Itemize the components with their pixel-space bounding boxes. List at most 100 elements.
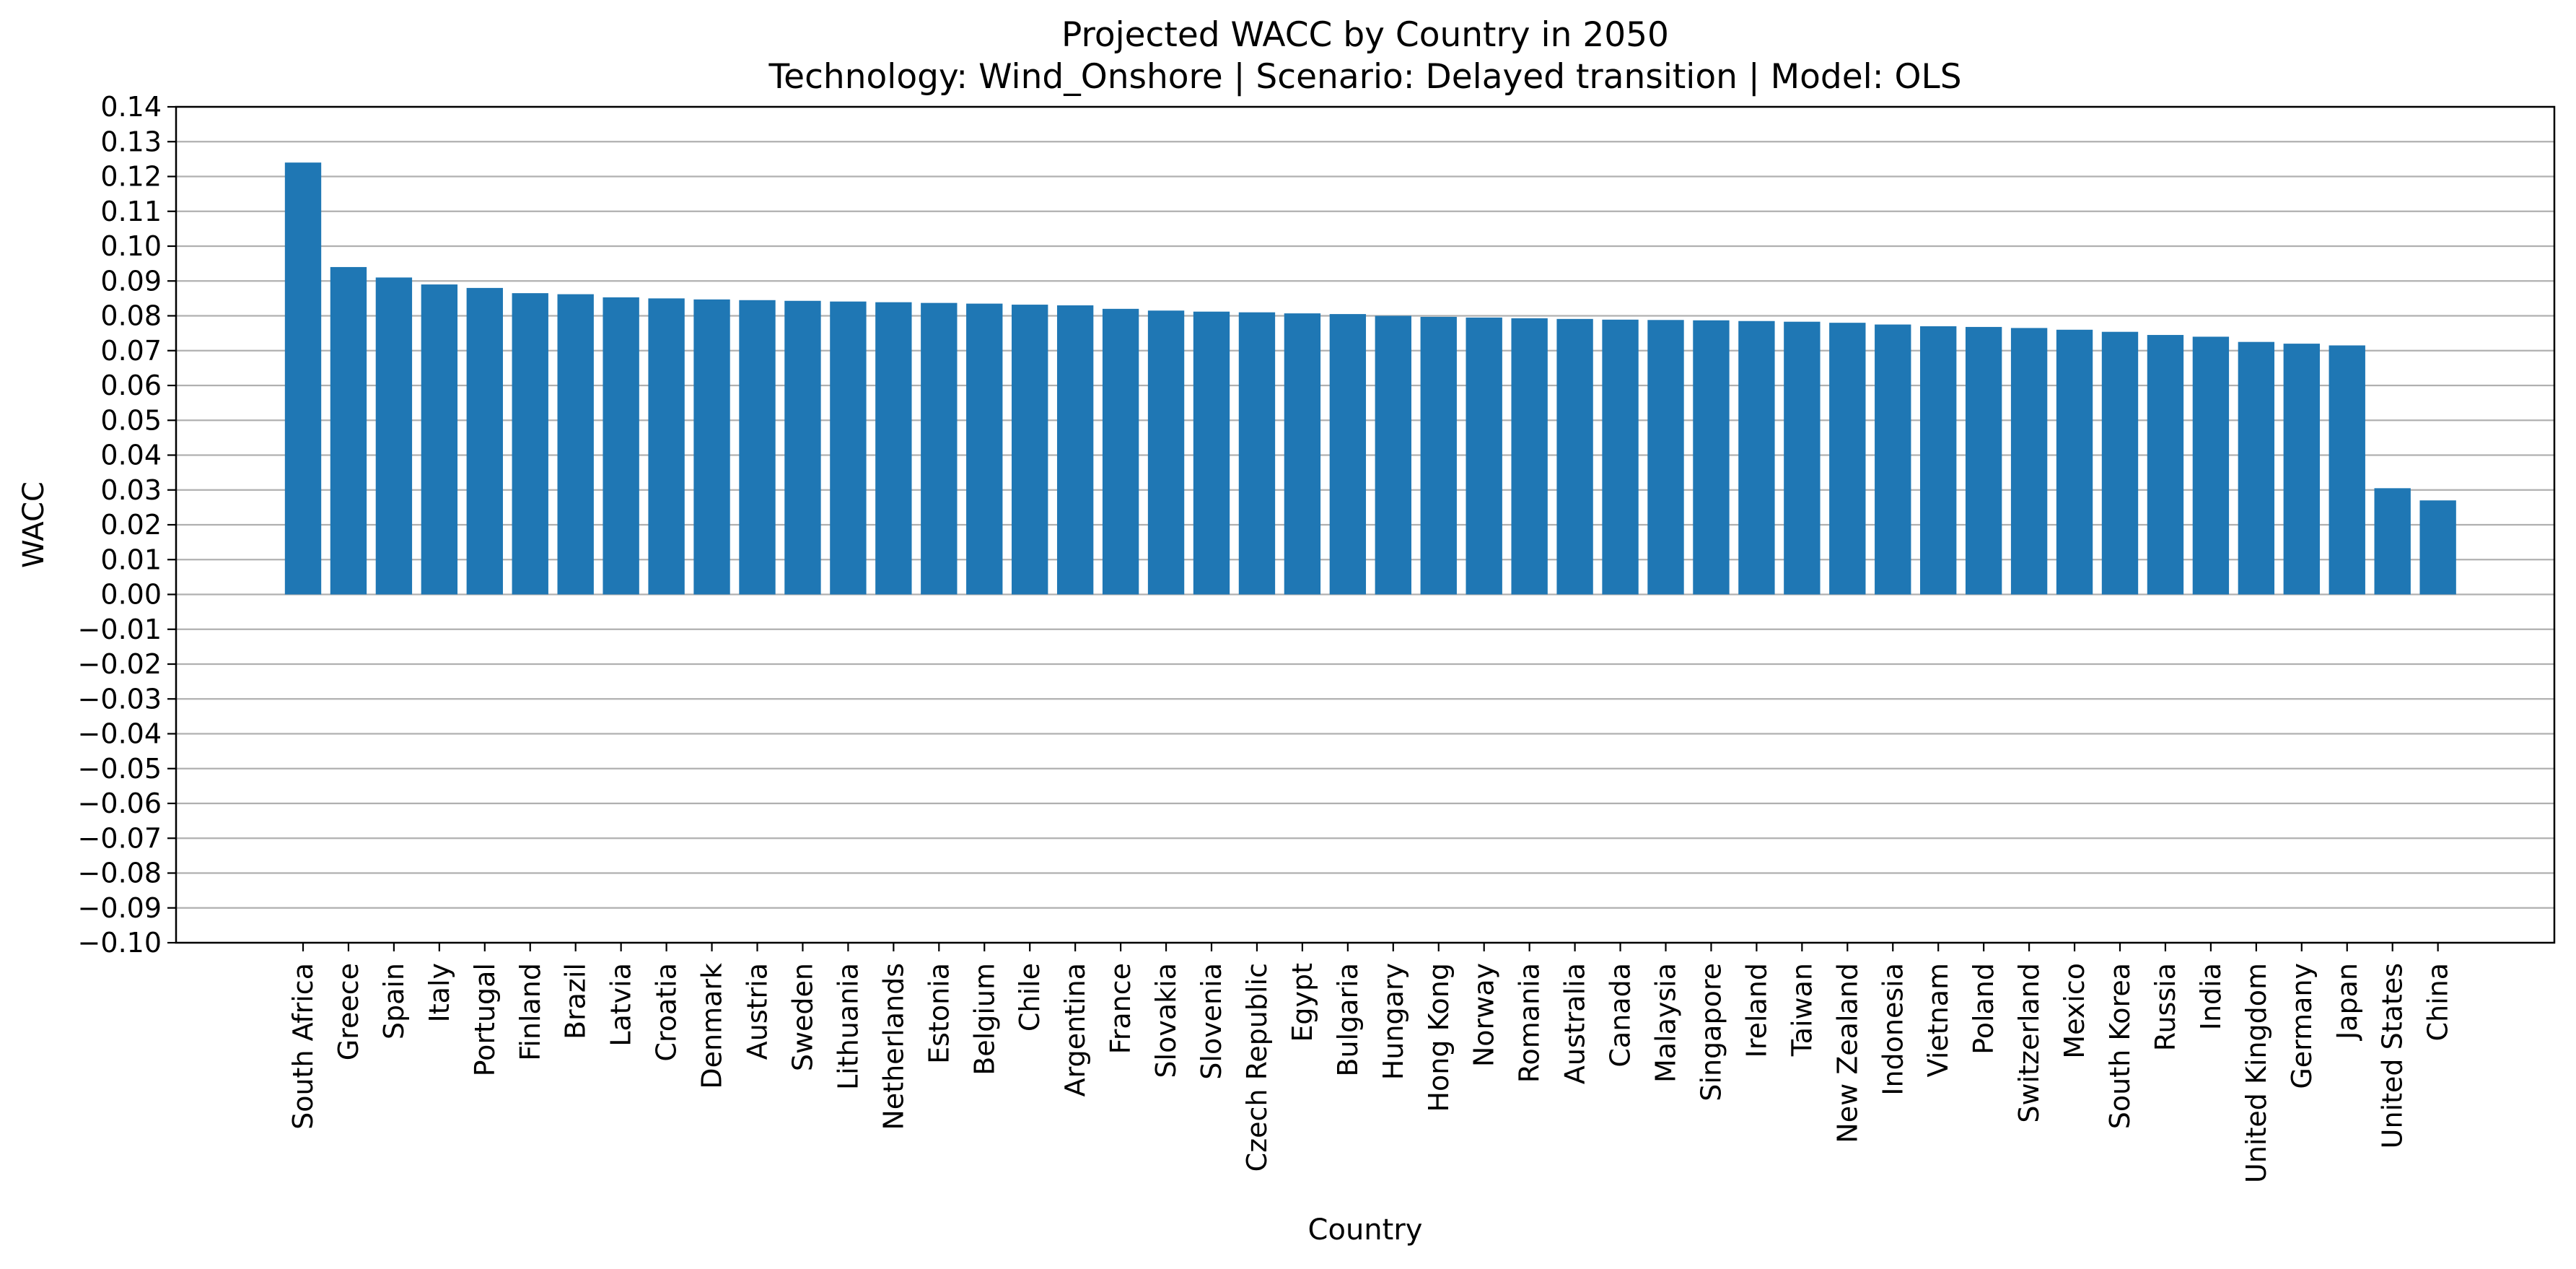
x-tick-label: Australia bbox=[1559, 963, 1591, 1084]
bar bbox=[512, 293, 548, 595]
x-tick-label: Canada bbox=[1605, 963, 1637, 1068]
bar bbox=[921, 302, 958, 595]
bar bbox=[1875, 324, 1911, 595]
bar bbox=[648, 298, 685, 595]
y-tick-label: −0.04 bbox=[78, 718, 162, 750]
x-tick-label: France bbox=[1105, 963, 1136, 1054]
y-tick-label: 0.04 bbox=[100, 440, 162, 471]
bar bbox=[1284, 313, 1321, 595]
y-tick-label: −0.06 bbox=[78, 788, 162, 819]
x-tick-label: Belgium bbox=[968, 963, 1000, 1076]
y-tick-label: −0.07 bbox=[78, 822, 162, 854]
bar bbox=[2419, 500, 2456, 595]
x-tick-label: Indonesia bbox=[1877, 963, 1909, 1096]
bar bbox=[1556, 318, 1593, 595]
bar bbox=[2192, 336, 2230, 595]
bar bbox=[875, 302, 912, 595]
chart-subtitle: Technology: Wind_Onshore | Scenario: Del… bbox=[768, 57, 1961, 97]
bar bbox=[557, 294, 594, 595]
x-tick-label: United States bbox=[2377, 963, 2409, 1148]
y-axis-ticks: 0.140.13 0.120.110.100.090.080.070.060.05… bbox=[78, 91, 176, 959]
x-tick-label: Finland bbox=[514, 963, 546, 1061]
y-tick-label: −0.08 bbox=[78, 858, 162, 889]
x-tick-label: South Korea bbox=[2104, 963, 2136, 1129]
bar bbox=[1647, 320, 1684, 595]
bar bbox=[1329, 314, 1367, 595]
y-tick-label: 0.10 bbox=[100, 230, 162, 262]
bar bbox=[1193, 311, 1230, 595]
y-tick-label: −0.10 bbox=[78, 927, 162, 959]
bar bbox=[1420, 316, 1457, 595]
y-tick-label: −0.05 bbox=[78, 753, 162, 785]
y-tick-label: 0.11 bbox=[100, 196, 162, 227]
x-tick-label: Switzerland bbox=[2013, 963, 2045, 1123]
y-tick-label: 0.14 bbox=[100, 91, 162, 123]
y-tick-label: 0.09 bbox=[100, 265, 162, 297]
bar bbox=[2238, 341, 2275, 595]
bar bbox=[784, 300, 821, 595]
x-tick-label: Sweden bbox=[787, 963, 818, 1071]
y-tick-label: 0.01 bbox=[100, 544, 162, 575]
bar bbox=[421, 284, 458, 595]
bar bbox=[2010, 328, 2048, 595]
y-tick-label: −0.02 bbox=[78, 648, 162, 680]
x-tick-label: Lithuania bbox=[832, 963, 864, 1090]
y-tick-label: −0.01 bbox=[78, 614, 162, 645]
bar bbox=[1056, 305, 1094, 595]
bar bbox=[1147, 310, 1185, 595]
bar bbox=[375, 277, 413, 595]
bars bbox=[284, 162, 2456, 595]
x-tick-label: Spain bbox=[378, 963, 410, 1039]
y-tick-label: −0.03 bbox=[78, 683, 162, 715]
x-tick-label: Egypt bbox=[1287, 963, 1318, 1042]
x-tick-label: New Zealand bbox=[1831, 963, 1863, 1143]
x-tick-label: Denmark bbox=[696, 963, 728, 1089]
x-tick-label: Greece bbox=[333, 963, 364, 1060]
x-tick-label: Estonia bbox=[923, 963, 955, 1064]
bar bbox=[1965, 326, 2002, 595]
y-tick-label: 0.00 bbox=[100, 579, 162, 611]
bar bbox=[966, 303, 1003, 595]
bar bbox=[2374, 488, 2411, 595]
x-tick-label: Argentina bbox=[1059, 963, 1091, 1096]
bar bbox=[1829, 323, 1866, 595]
x-tick-label: Slovenia bbox=[1196, 963, 1227, 1080]
bar bbox=[693, 299, 730, 595]
x-tick-label: Bulgaria bbox=[1332, 963, 1364, 1077]
bar bbox=[1012, 305, 1048, 595]
x-tick-label: Netherlands bbox=[877, 963, 909, 1130]
x-tick-label: South Africa bbox=[287, 963, 319, 1130]
x-axis-label: Country bbox=[1308, 1213, 1423, 1247]
bar bbox=[1784, 321, 1821, 595]
bar bbox=[1238, 312, 1276, 595]
y-tick-label: 0.02 bbox=[100, 509, 162, 541]
bar bbox=[2056, 329, 2093, 595]
x-tick-label: Romania bbox=[1514, 963, 1546, 1083]
x-tick-label: Germany bbox=[2286, 963, 2318, 1089]
x-tick-label: Chile bbox=[1014, 963, 1046, 1032]
x-tick-label: Poland bbox=[1968, 963, 1999, 1055]
bar bbox=[330, 266, 367, 595]
bar bbox=[1602, 319, 1639, 595]
x-tick-label: Italy bbox=[424, 963, 455, 1022]
x-tick-label: Russia bbox=[2150, 963, 2181, 1051]
bar bbox=[830, 301, 867, 595]
y-tick-label: 0.06 bbox=[100, 370, 162, 401]
bar bbox=[1738, 320, 1775, 595]
y-tick-label: 0.05 bbox=[100, 404, 162, 436]
bar bbox=[284, 162, 322, 595]
bar bbox=[1102, 308, 1139, 595]
x-tick-label: Hong Kong bbox=[1423, 963, 1455, 1112]
bar bbox=[1375, 315, 1411, 595]
y-tick-label: 0.13 bbox=[100, 126, 162, 157]
bar bbox=[2283, 344, 2320, 595]
x-tick-label: Croatia bbox=[651, 963, 683, 1062]
x-tick-label: China bbox=[2422, 963, 2454, 1042]
bar bbox=[2147, 335, 2184, 595]
x-tick-label: Taiwan bbox=[1786, 963, 1818, 1057]
x-tick-label: Slovakia bbox=[1150, 963, 1182, 1078]
y-tick-label: 0.03 bbox=[100, 474, 162, 506]
